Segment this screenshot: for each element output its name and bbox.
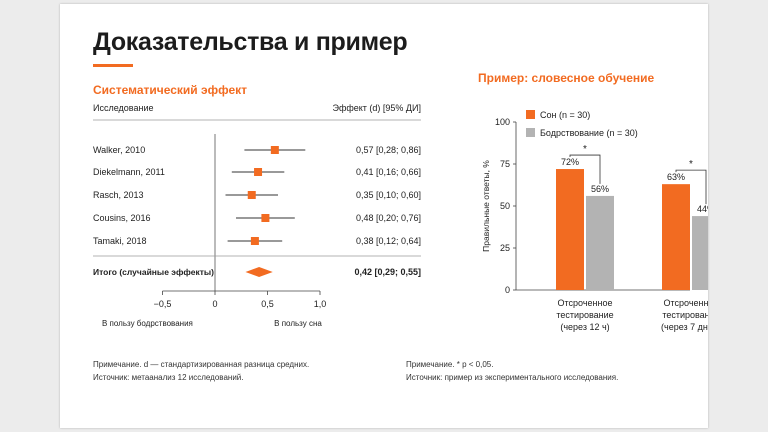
bar-category-label: (через 12 ч) [560, 322, 609, 332]
bar-category-label: тестирование [556, 310, 613, 320]
study-point [247, 191, 256, 199]
study-point [250, 237, 259, 245]
bar-y-tick-label: 75 [500, 159, 510, 169]
significance-star: * [583, 144, 587, 155]
study-name: Cousins, 2016 [93, 213, 151, 223]
forest-x-tick-label: 0 [212, 299, 217, 309]
legend-swatch [526, 110, 535, 119]
column-header-study: Исследование [93, 103, 153, 113]
example-note: Примечание. * p < 0,05. Источник: пример… [406, 358, 618, 384]
bar [556, 169, 584, 290]
significance-bracket [569, 154, 601, 184]
column-header-effect: Эффект (d) [95% ДИ] [332, 103, 421, 113]
bar-category-label: тестирование [662, 310, 708, 320]
study-name: Walker, 2010 [93, 145, 145, 155]
page-title: Доказательства и пример [93, 28, 408, 56]
example-note-line1: Примечание. * p < 0,05. [406, 360, 494, 369]
bar-category-label: (через 7 дней) [661, 322, 708, 332]
forest-x-tick-label: −0,5 [154, 299, 172, 309]
bar-category-label: Отсроченное [558, 298, 613, 308]
forest-note-line1: Примечание. d — стандартизированная разн… [93, 360, 310, 369]
study-effect-value: 0,35 [0,10; 0,60] [356, 190, 421, 200]
favours-wake-label: В пользу бодрствования [102, 319, 193, 328]
legend-swatch [526, 128, 535, 137]
slide: Доказательства и пример Систематический … [60, 4, 708, 428]
forest-x-tick-label: 1,0 [314, 299, 327, 309]
example-note-line2: Источник: пример из экспериментального и… [406, 373, 619, 382]
pooled-diamond [245, 267, 273, 277]
study-effect-value: 0,41 [0,16; 0,66] [356, 167, 421, 177]
bar-y-tick-label: 100 [495, 117, 510, 127]
forest-plot: Исследование Эффект (d) [95% ДИ] Walker,… [93, 103, 421, 328]
study-effect-value: 0,57 [0,28; 0,86] [356, 145, 421, 155]
forest-heading: Систематический эффект [93, 83, 248, 97]
study-effect-value: 0,38 [0,12; 0,64] [356, 236, 421, 246]
bar-value-label: 72% [561, 157, 579, 167]
pooled-name: Итого (случайные эффекты) [93, 267, 214, 277]
bar-value-label: 56% [591, 184, 609, 194]
study-point [254, 168, 263, 176]
favours-sleep-label: В пользу сна [274, 319, 322, 328]
bar-y-axis-label: Правильные ответы, % [481, 160, 491, 252]
significance-star: * [689, 159, 693, 170]
study-point [261, 214, 270, 222]
forest-x-tick-label: 0,5 [261, 299, 274, 309]
forest-note: Примечание. d — стандартизированная разн… [93, 358, 309, 384]
pooled-effect-value: 0,42 [0,29; 0,55] [354, 267, 421, 277]
bar-value-label: 63% [667, 172, 685, 182]
study-name: Diekelmann, 2011 [93, 167, 165, 177]
study-effect-value: 0,48 [0,20; 0,76] [356, 213, 421, 223]
bar-category-label: Отсроченное [664, 298, 708, 308]
forest-note-line2: Источник: метаанализ 12 исследований. [93, 373, 244, 382]
study-point [270, 146, 279, 154]
study-name: Tamaki, 2018 [93, 236, 147, 246]
legend-label: Бодрствование (n = 30) [540, 128, 638, 138]
bar [662, 184, 690, 290]
bar-value-label: 44% [697, 204, 708, 214]
bar [692, 216, 708, 290]
significance-bracket [675, 169, 707, 205]
example-heading: Пример: словесное обучение [478, 71, 655, 85]
legend-label: Сон (n = 30) [540, 110, 590, 120]
bar-chart: 0 25 50 75 100 Правильные ответы, % Сон (n = … [481, 110, 708, 332]
bar-y-tick-label: 50 [500, 201, 510, 211]
study-name: Rasch, 2013 [93, 190, 144, 200]
bar [586, 195, 614, 290]
bar-y-tick-label: 0 [505, 285, 510, 295]
bar-y-tick-label: 25 [500, 243, 510, 253]
title-underline [93, 64, 133, 67]
